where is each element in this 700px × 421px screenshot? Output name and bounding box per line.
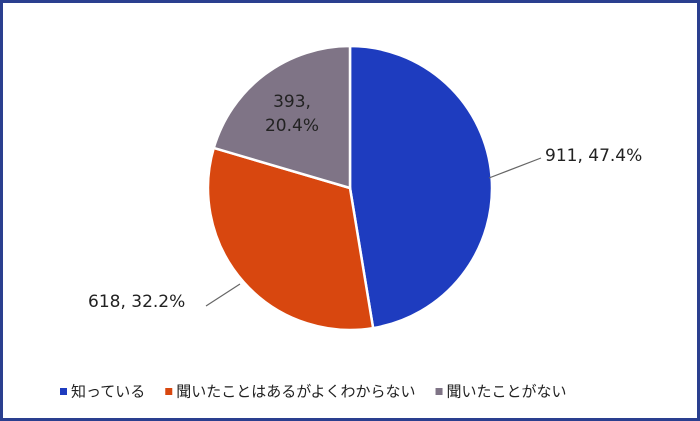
data-label: 911, 47.4% bbox=[545, 146, 642, 166]
legend-swatch bbox=[435, 388, 443, 395]
data-label: 393, 20.4% bbox=[265, 92, 319, 136]
data-label-line: 393, bbox=[273, 92, 311, 112]
leader-line bbox=[488, 157, 542, 179]
legend-swatch bbox=[165, 388, 173, 395]
legend-swatch bbox=[60, 388, 67, 395]
data-label: 618, 32.2% bbox=[88, 292, 185, 312]
legend-label: 聞いたことはあるがよくわからない bbox=[176, 383, 415, 401]
pie-slice bbox=[348, 44, 494, 330]
pie-slice bbox=[206, 146, 375, 332]
legend-label: 聞いたことがない bbox=[447, 383, 567, 401]
data-label-line: 20.4% bbox=[265, 116, 319, 136]
legend-label: 知っている bbox=[71, 383, 145, 401]
pie-slice bbox=[212, 44, 352, 190]
leader-line bbox=[205, 283, 241, 307]
